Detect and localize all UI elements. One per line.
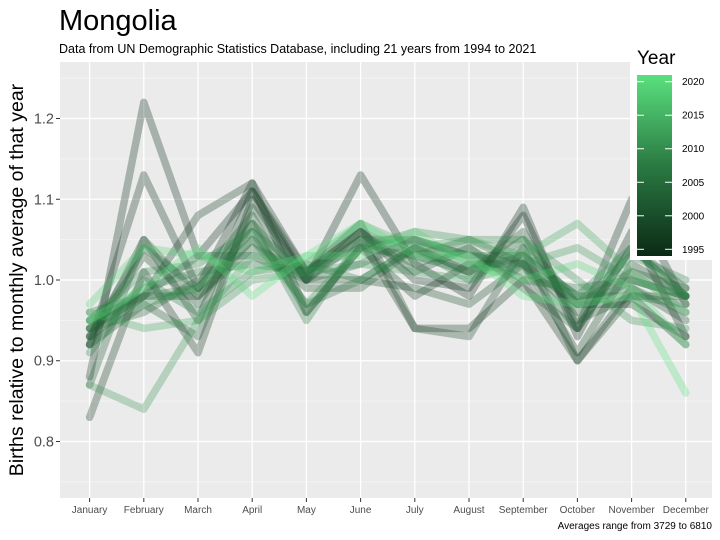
legend-tick-label: 1995 xyxy=(682,245,705,256)
series-line-1999 xyxy=(85,219,690,357)
legend-tick-label: 2000 xyxy=(682,211,705,222)
x-tick-label: April xyxy=(242,505,262,516)
chart-title: Mongolia xyxy=(59,5,178,37)
series-line-2002 xyxy=(85,227,690,389)
series-line-2007 xyxy=(85,219,690,325)
chart-caption: Averages range from 3729 to 6810 xyxy=(558,521,713,532)
series-line-2019 xyxy=(85,227,690,349)
series-line-1998 xyxy=(85,187,690,365)
y-tick-label: 0.9 xyxy=(34,354,54,370)
series-line-1995 xyxy=(85,171,690,349)
y-tick-label: 1.0 xyxy=(34,273,54,289)
y-tick-label: 0.8 xyxy=(34,434,54,450)
grid-minor xyxy=(60,77,712,483)
series-line-2010 xyxy=(85,227,690,333)
x-tick-label: August xyxy=(453,505,484,516)
x-tick-label: October xyxy=(560,505,596,516)
series-line-2000 xyxy=(85,227,690,341)
y-tick-label: 1.1 xyxy=(34,192,54,208)
x-tick-label: March xyxy=(184,505,212,516)
x-tick-label: July xyxy=(406,505,424,516)
x-axis-ticks: January February March April May June July Augu… xyxy=(72,498,710,516)
series-line-1997 xyxy=(85,179,690,341)
legend: Year 1995 2000 2005 2010 2015 2020 xyxy=(630,42,714,260)
y-axis-ticks: 0.8 0.9 1.0 1.1 1.2 xyxy=(34,112,60,450)
series-line-2009 xyxy=(85,227,690,325)
legend-tick-label: 2020 xyxy=(682,77,705,88)
legend-tick-label: 2010 xyxy=(682,144,705,155)
x-tick-label: January xyxy=(72,505,108,516)
legend-tick-label: 2015 xyxy=(682,111,705,122)
x-tick-label: December xyxy=(663,505,710,516)
legend-ticks: 1995 2000 2005 2010 2015 2020 xyxy=(637,77,705,256)
legend-title: Year xyxy=(637,48,676,69)
x-tick-label: February xyxy=(124,505,164,516)
grid-major xyxy=(60,62,712,498)
series-line-2013 xyxy=(85,219,690,333)
series-line-2003 xyxy=(85,211,690,333)
series-line-2004 xyxy=(85,235,690,333)
series-line-1996 xyxy=(85,195,690,422)
series-line-2008 xyxy=(85,243,690,357)
x-tick-label: November xyxy=(609,505,656,516)
series-line-2005 xyxy=(85,227,690,341)
legend-colorbar xyxy=(637,75,672,256)
y-tick-label: 1.2 xyxy=(34,112,54,128)
series-line-2001 xyxy=(85,203,690,349)
x-tick-label: May xyxy=(297,505,316,516)
series-line-2006 xyxy=(85,235,690,333)
series-line-2011 xyxy=(85,243,690,413)
y-axis-label: Births relative to monthly average of th… xyxy=(6,83,28,476)
x-tick-label: June xyxy=(350,505,372,516)
x-tick-label: September xyxy=(499,505,549,516)
series-line-1994 xyxy=(85,98,690,381)
series-line-2021 xyxy=(85,219,690,397)
legend-tick-label: 2005 xyxy=(682,178,705,189)
chart-subtitle: Data from UN Demographic Statistics Data… xyxy=(59,42,536,56)
series-lines xyxy=(85,98,690,422)
